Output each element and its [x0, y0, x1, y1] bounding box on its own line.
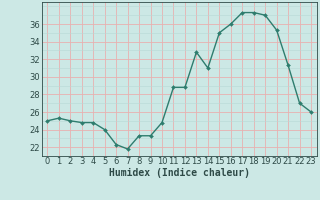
X-axis label: Humidex (Indice chaleur): Humidex (Indice chaleur) — [109, 168, 250, 178]
